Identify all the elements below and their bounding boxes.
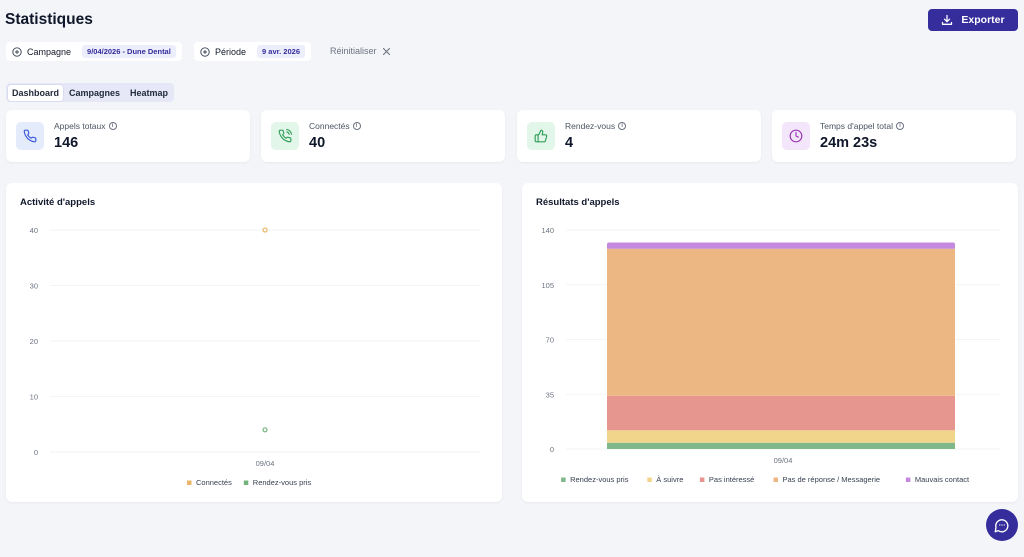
y-tick-label: 0 (550, 445, 554, 454)
phone-icon (16, 122, 44, 150)
stacked-bar-segment (607, 430, 955, 443)
tab-dashboard[interactable]: Dashboard (8, 84, 64, 101)
y-tick-label: 105 (541, 281, 554, 290)
stat-value: 4 (565, 135, 574, 151)
period-filter[interactable]: Période 9 avr. 2026 (194, 42, 311, 61)
campaign-filter[interactable]: Campagne 9/04/2026 - Dune Dental (6, 42, 182, 61)
view-tabs: Dashboard Campagnes Heatmap (6, 83, 175, 102)
data-point (262, 427, 268, 433)
info-icon[interactable]: i (895, 122, 904, 130)
legend-swatch (773, 477, 778, 482)
legend-label: Rendez-vous pris (253, 478, 312, 487)
y-tick-label: 30 (30, 282, 38, 291)
stat-card-total-call-time: Temps d'appel total i 24m 23s (772, 110, 1016, 162)
chat-support-icon (994, 519, 1009, 533)
stacked-bar-segment (607, 248, 955, 396)
legend-label: Pas de réponse / Messagerie (783, 475, 881, 484)
info-icon[interactable]: i (618, 122, 627, 130)
stat-label-wrap: Connectés i (309, 121, 361, 131)
info-icon[interactable]: i (352, 122, 361, 130)
stat-value: 146 (54, 135, 79, 151)
legend-label: À suivre (656, 475, 683, 484)
stacked-bar-segment (607, 442, 955, 449)
legend-swatch (699, 477, 705, 482)
stat-value: 40 (309, 135, 326, 151)
chart-title: Activité d'appels (20, 197, 96, 208)
info-icon[interactable]: i (108, 122, 117, 130)
stat-value: 24m 23s (820, 135, 878, 151)
plus-circle-icon (200, 46, 210, 57)
call-activity-card: Activité d'appels 0 10 20 30 40 09/04 Connecté… (6, 183, 502, 502)
period-filter-value: 9 avr. 2026 (257, 45, 305, 58)
y-tick-label: 10 (30, 393, 38, 402)
thumbs-up-icon (527, 122, 555, 150)
legend-swatch (561, 477, 566, 482)
stat-card-appointments: Rendez-vous i 4 (517, 110, 761, 162)
stat-label: Connectés (309, 121, 350, 131)
y-tick-label: 40 (30, 226, 38, 235)
call-results-card: Résultats d'appels 0 35 70 105 140 09/04 Rende… (522, 183, 1018, 502)
x-tick-label: 09/04 (256, 459, 275, 468)
support-chat-button[interactable] (986, 509, 1018, 541)
reset-filters-label: Réinitialiser (330, 46, 377, 56)
tab-campaigns[interactable]: Campagnes (69, 87, 121, 98)
chart-title: Résultats d'appels (536, 197, 620, 208)
y-tick-label: 0 (34, 448, 38, 457)
y-tick-label: 70 (546, 336, 554, 345)
call-results-chart: 0 35 70 105 140 09/04 Rendez-vous pris À suivre… (541, 226, 1000, 484)
plus-circle-icon (12, 46, 22, 57)
export-button[interactable]: Exporter (928, 9, 1018, 31)
stacked-bar-segment (607, 395, 955, 431)
clock-icon (782, 122, 810, 150)
campaign-filter-label: Campagne (27, 46, 72, 57)
y-tick-label: 140 (541, 226, 554, 235)
y-tick-label: 35 (546, 390, 554, 399)
tab-heatmap[interactable]: Heatmap (130, 87, 169, 98)
stat-label-wrap: Appels totaux i (54, 121, 117, 131)
legend-label: Mauvais contact (915, 475, 970, 484)
export-button-label: Exporter (961, 14, 1005, 26)
stat-card-connected: Connectés i 40 (261, 110, 505, 162)
stat-label-wrap: Rendez-vous i (565, 121, 627, 131)
legend-label: Rendez-vous pris (570, 475, 629, 484)
stat-card-total-calls: Appels totaux i 146 (6, 110, 250, 162)
legend-swatch (187, 480, 192, 485)
close-icon (382, 47, 390, 55)
stat-label: Appels totaux (54, 121, 106, 131)
reset-filters-button[interactable]: Réinitialiser (330, 46, 391, 56)
download-icon (942, 14, 953, 25)
campaign-filter-value: 9/04/2026 - Dune Dental (82, 45, 176, 58)
stat-label: Rendez-vous (565, 121, 616, 131)
legend-label: Connectés (196, 478, 232, 487)
legend-swatch (905, 477, 911, 482)
stacked-bar-segment (607, 242, 955, 249)
legend-label: Pas intéressé (709, 475, 754, 484)
page-title: Statistiques (5, 11, 93, 28)
y-tick-label: 20 (30, 337, 38, 346)
stat-label-wrap: Temps d'appel total i (820, 121, 904, 131)
phone-call-icon (271, 122, 299, 150)
legend-swatch (243, 480, 249, 485)
data-point (262, 227, 268, 233)
period-filter-label: Période (215, 46, 247, 57)
stat-label: Temps d'appel total (820, 121, 893, 131)
x-tick-label: 09/04 (774, 456, 793, 465)
legend-swatch (647, 477, 652, 482)
call-activity-chart: 0 10 20 30 40 09/04 Connectés Rendez-vous pris (30, 226, 480, 487)
